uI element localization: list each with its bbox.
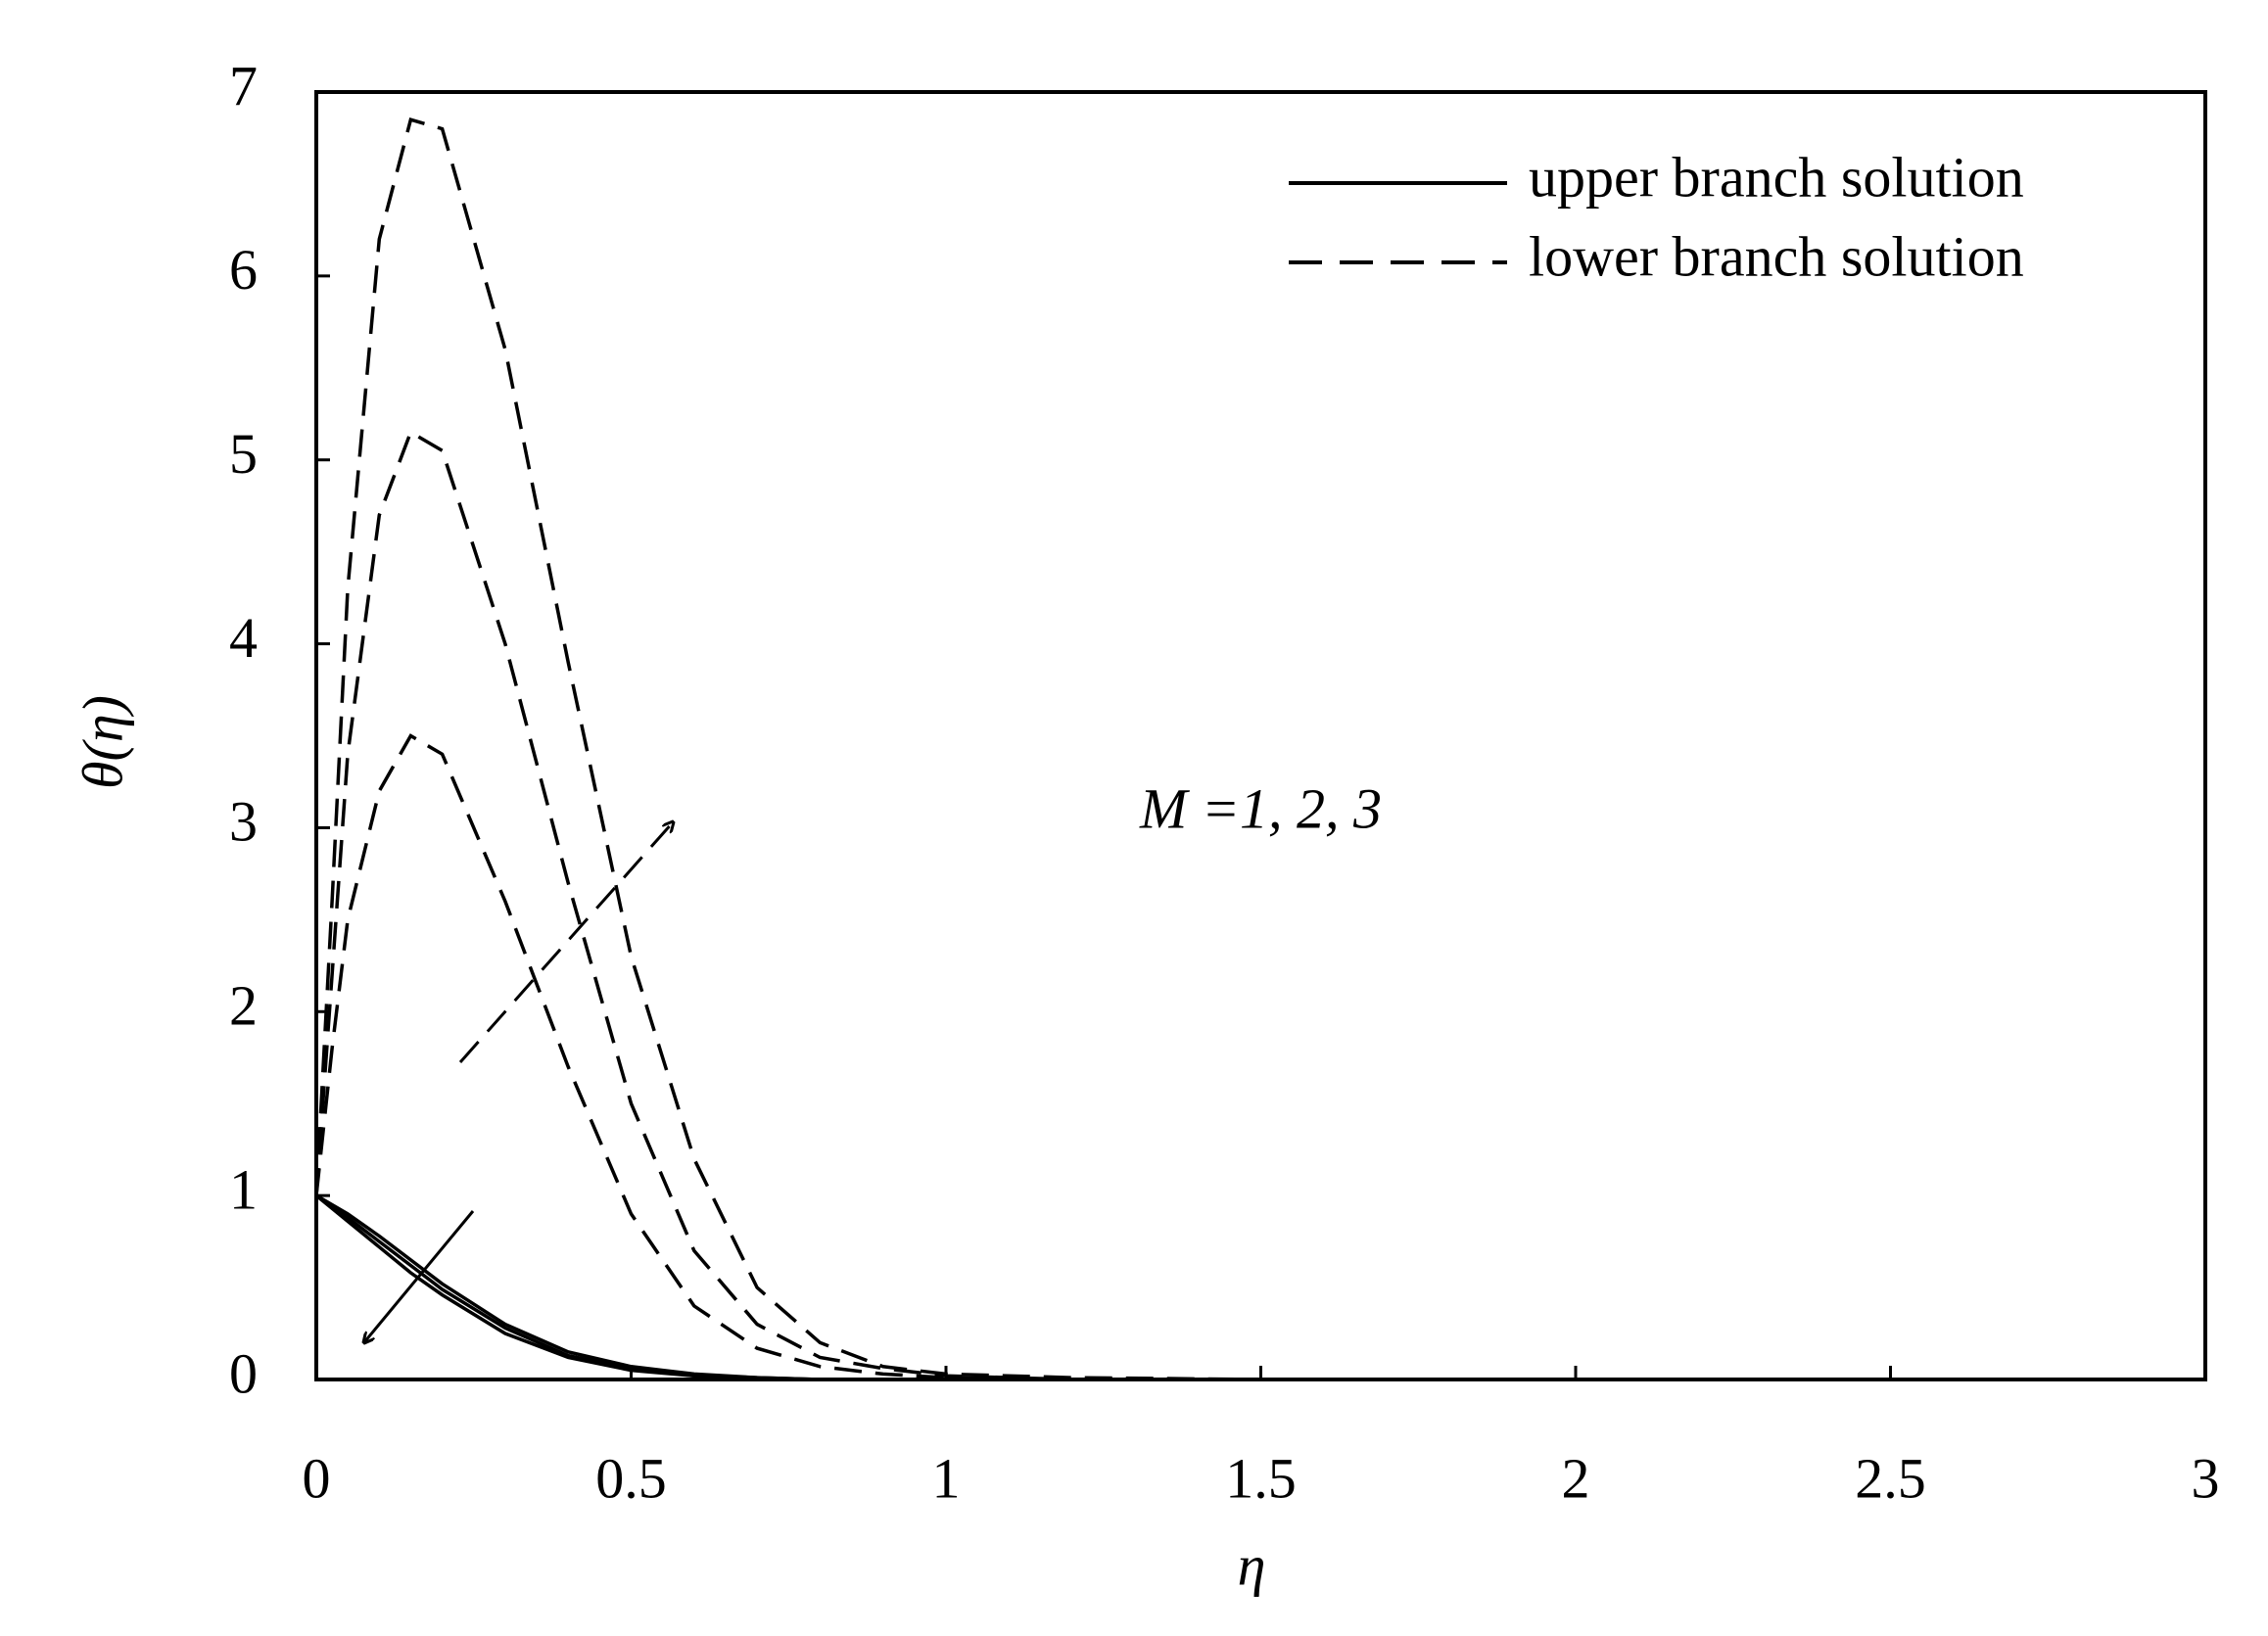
x-tick-label: 0.5 xyxy=(595,1446,667,1510)
trend-arrow xyxy=(458,822,673,1063)
series-line xyxy=(315,1193,2205,1381)
y-tick-label: 4 xyxy=(229,606,258,670)
y-axis-label: θ(η) xyxy=(71,695,134,789)
legend-label: lower branch solution xyxy=(1529,224,2024,288)
x-tick-label: 3 xyxy=(2192,1446,2220,1510)
x-tick-label: 1 xyxy=(932,1446,961,1510)
legend-label: upper branch solution xyxy=(1529,145,2024,209)
y-tick-label: 6 xyxy=(229,238,258,302)
x-tick-label: 2 xyxy=(1562,1446,1590,1510)
series-line xyxy=(314,117,2205,1381)
x-axis-label: η xyxy=(1238,1533,1266,1597)
annotation: M =1, 2, 3 xyxy=(1139,776,1382,840)
y-tick-label: 2 xyxy=(229,974,258,1038)
x-tick-label: 1.5 xyxy=(1225,1446,1297,1510)
y-tick-label: 5 xyxy=(229,422,258,486)
x-tick-label: 0 xyxy=(303,1446,331,1510)
series-line xyxy=(314,1193,2205,1381)
y-tick-label: 3 xyxy=(229,790,258,854)
series-line xyxy=(314,429,2205,1381)
x-tick-label: 2.5 xyxy=(1855,1446,1926,1510)
y-tick-label: 1 xyxy=(229,1157,258,1221)
series-line xyxy=(314,1193,2205,1381)
y-tick-label: 0 xyxy=(229,1341,258,1405)
y-tick-label: 7 xyxy=(229,54,258,117)
